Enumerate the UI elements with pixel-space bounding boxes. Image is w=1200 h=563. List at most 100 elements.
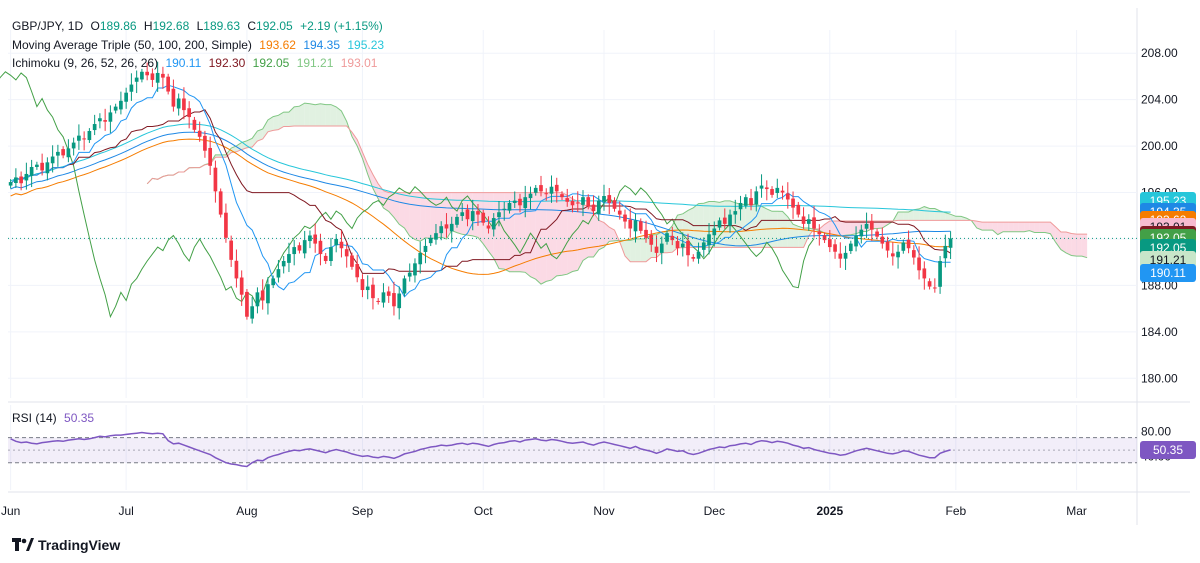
candle-body — [203, 135, 207, 151]
rsi-legend-value: 50.35 — [64, 411, 95, 425]
candle-body — [754, 191, 759, 205]
rsi-legend[interactable]: RSI (14) 50.35 — [12, 411, 94, 425]
candle-body — [539, 185, 543, 192]
candle-body — [150, 73, 155, 80]
candle-body — [528, 193, 533, 199]
candle-body — [297, 245, 302, 251]
ma50-value: 193.62 — [259, 38, 296, 52]
candle-body — [376, 300, 381, 302]
candle-body — [486, 225, 491, 229]
rsi-tag: 50.35 — [1140, 440, 1196, 459]
candle-body — [271, 278, 276, 286]
candle-body — [266, 284, 270, 304]
candle-body — [948, 238, 953, 248]
candle-body — [518, 198, 522, 206]
candle-body — [245, 291, 249, 317]
candle-body — [869, 221, 874, 230]
candle-body — [591, 204, 596, 212]
ichimoku-legend[interactable]: Ichimoku (9, 26, 52, 26, 26) 190.11 192.… — [12, 56, 381, 70]
symbol-label[interactable]: GBP/JPY, 1D — [12, 19, 84, 33]
ma-legend[interactable]: Moving Average Triple (50, 100, 200, Sim… — [12, 38, 388, 52]
candle-body — [29, 166, 34, 176]
candle-body — [155, 72, 160, 83]
candle-body — [98, 118, 102, 122]
candle-body — [638, 221, 643, 231]
candle-body — [386, 291, 391, 296]
candle-body — [896, 251, 900, 258]
candle-body — [796, 204, 801, 215]
candle-body — [617, 210, 622, 215]
conversion-value: 190.11 — [165, 56, 202, 70]
candle-body — [644, 229, 648, 238]
candle-body — [628, 219, 633, 229]
candle-body — [24, 173, 29, 181]
rsi-band — [8, 437, 1137, 463]
candle-body — [717, 220, 722, 228]
candle-body — [649, 235, 654, 245]
candle-body — [612, 200, 617, 209]
candle-body — [313, 234, 318, 244]
candle-body — [182, 98, 186, 111]
candle-body — [885, 241, 890, 251]
price-tick-label: 204.00 — [1141, 93, 1178, 107]
candle-body — [350, 255, 354, 267]
candle-body — [738, 202, 743, 210]
ma100-value: 194.35 — [303, 38, 341, 52]
candle-body — [602, 196, 606, 202]
candle-body — [764, 187, 769, 190]
tradingview-logo[interactable]: TradingView — [12, 537, 120, 553]
ohlc-legend: GBP/JPY, 1D O189.86 H192.68 L189.63 C192… — [12, 19, 383, 33]
candle-body — [911, 250, 916, 258]
candle-body — [197, 130, 202, 137]
time-tick-label: Oct — [474, 504, 493, 518]
candle-body — [423, 245, 428, 252]
candle-body — [339, 241, 344, 249]
candle-body — [806, 219, 811, 224]
time-tick-label: Dec — [704, 504, 725, 518]
time-tick-label: Nov — [593, 504, 614, 518]
candle-body — [712, 228, 717, 236]
candle-body — [61, 149, 65, 156]
candle-body — [213, 167, 218, 192]
ma-legend-label: Moving Average Triple (50, 100, 200, Sim… — [12, 38, 252, 52]
candle-body — [82, 138, 86, 140]
candle-body — [833, 244, 837, 252]
close-value: 192.05 — [256, 19, 293, 33]
rsi-tick-label: 80.00 — [1141, 424, 1171, 438]
candle-body — [481, 212, 486, 223]
candle-body — [434, 233, 438, 240]
candle-body — [581, 197, 585, 205]
candle-body — [428, 237, 433, 244]
brand-name: TradingView — [38, 537, 121, 553]
candle-body — [943, 245, 948, 259]
time-tick-label: Aug — [236, 504, 257, 518]
candles — [8, 61, 953, 324]
time-tick-label: Mar — [1066, 504, 1087, 518]
candle-body — [749, 198, 753, 206]
candle-body — [234, 260, 239, 279]
candle-body — [785, 193, 790, 200]
leading-span-b-line — [146, 125, 1088, 263]
candle-body — [686, 240, 690, 256]
candle-body — [476, 211, 480, 215]
candle-body — [864, 223, 869, 229]
candle-body — [854, 235, 858, 247]
candle-body — [140, 71, 144, 80]
candle-body — [449, 223, 454, 232]
candle-body — [491, 218, 496, 230]
candle-body — [838, 253, 843, 259]
candle-body — [938, 261, 942, 287]
candle-body — [287, 254, 291, 263]
candle-body — [176, 98, 181, 109]
candle-body — [633, 220, 638, 232]
high-value: 192.68 — [152, 19, 190, 33]
candle-body — [229, 240, 234, 260]
candle-body — [161, 73, 165, 78]
candle-body — [523, 197, 528, 209]
base-line — [10, 109, 951, 274]
candle-body — [827, 239, 832, 248]
candle-body — [455, 216, 459, 225]
candle-body — [56, 151, 60, 156]
